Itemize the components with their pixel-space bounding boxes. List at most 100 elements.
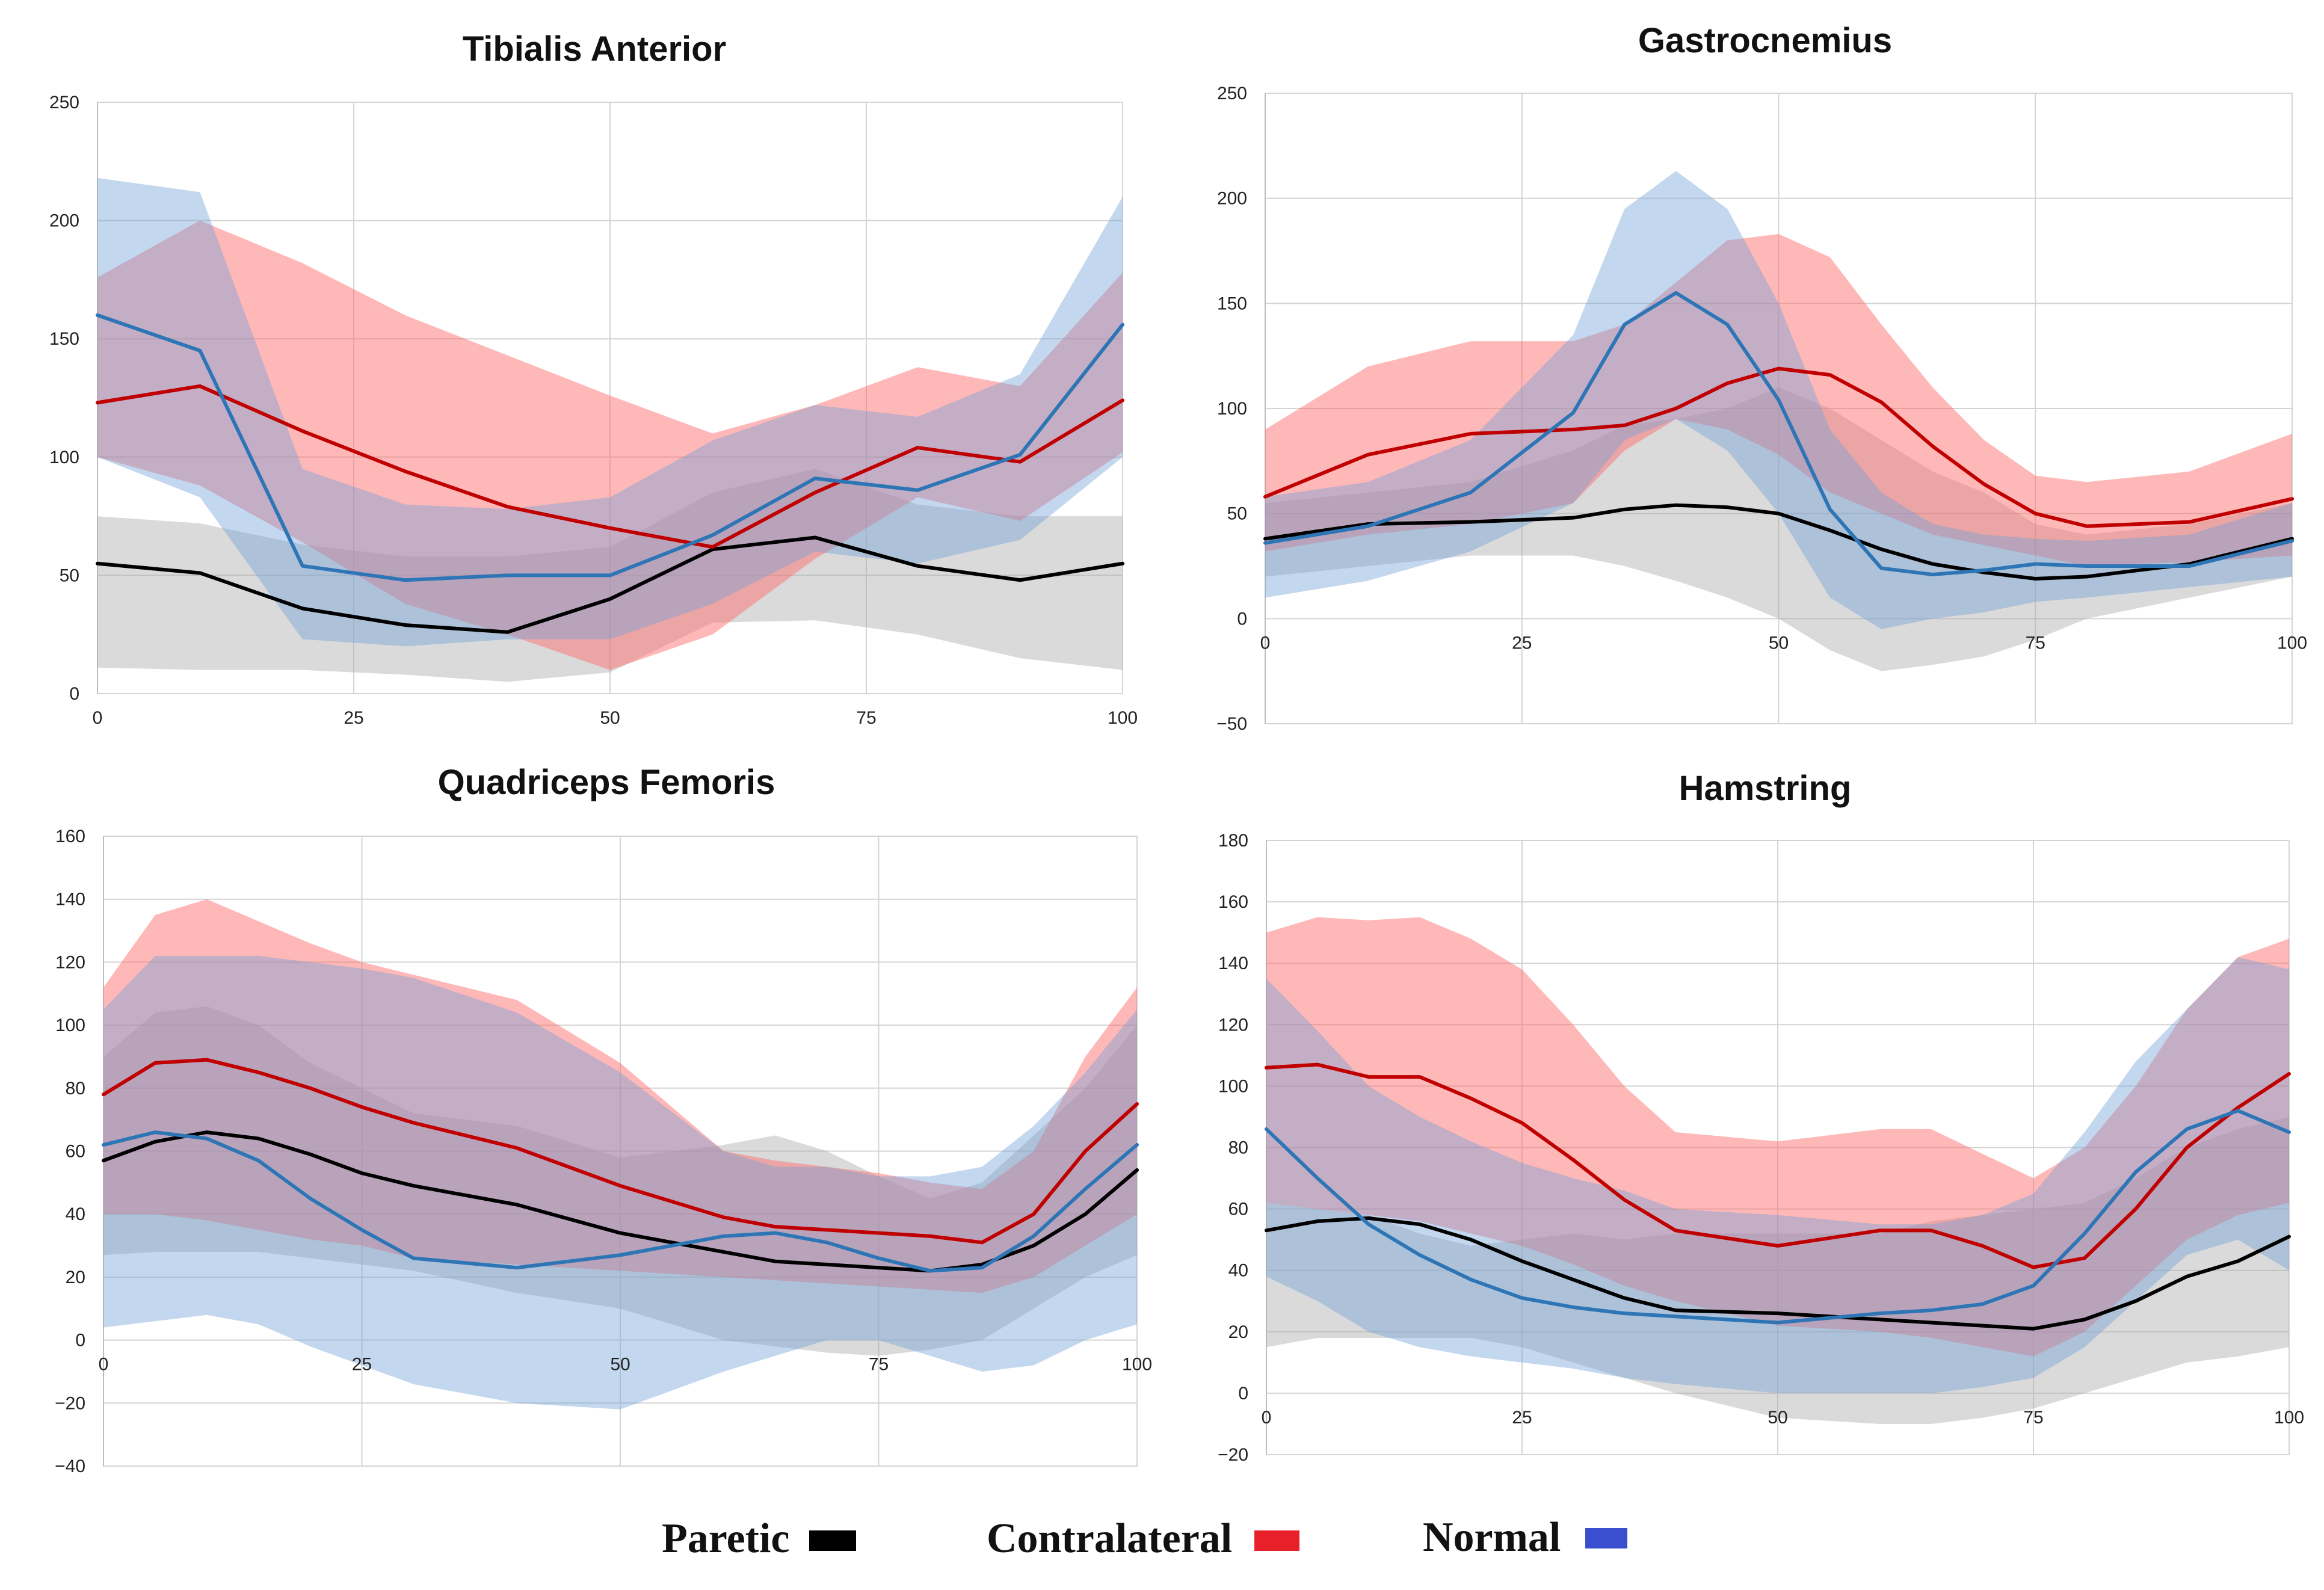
error-bands <box>1265 171 2292 671</box>
y-tick-label: 50 <box>1227 504 1247 524</box>
panel-gastrocnemius: Gastrocnemius −50 0 50 100 150 200 250 0 25 50 75… <box>1216 21 2307 734</box>
x-tick-labels: 0 25 50 75 100 <box>99 1355 1152 1375</box>
legend-swatch-paretic <box>809 1530 856 1551</box>
y-tick-label: 80 <box>66 1079 85 1099</box>
legend-swatch-contralateral <box>1254 1530 1299 1551</box>
line-normal <box>102 1130 1139 1273</box>
x-tick-labels: 0 25 50 75 100 <box>1260 633 2307 653</box>
legend: Paretic Contralateral Normal <box>662 1514 1627 1562</box>
y-tick-label: 100 <box>55 1015 85 1035</box>
y-tick-label: 140 <box>1218 954 1248 973</box>
y-tick-labels: −20 0 20 40 60 80 100 120 140 160 180 <box>1218 831 1248 1465</box>
y-tick-label: −20 <box>1218 1445 1248 1465</box>
chart-title: Quadriceps Femoris <box>438 763 775 802</box>
y-tick-label: 200 <box>1217 189 1247 209</box>
x-tick-label: 50 <box>1768 1408 1787 1428</box>
y-tick-label: 0 <box>1237 609 1247 629</box>
y-tick-label: 20 <box>66 1268 85 1287</box>
legend-swatch-normal <box>1585 1528 1627 1548</box>
line-normal <box>1263 291 2294 576</box>
gridlines <box>103 836 1138 1467</box>
y-tick-label: 150 <box>1217 294 1247 313</box>
mean-lines <box>1265 1062 2291 1331</box>
error-bands <box>103 899 1137 1410</box>
x-tick-label: 100 <box>2277 633 2307 653</box>
x-tick-label: 25 <box>1512 1408 1532 1428</box>
x-tick-label: 50 <box>610 1355 630 1375</box>
x-tick-label: 25 <box>344 708 363 728</box>
band-paretic <box>1265 387 2292 671</box>
y-tick-label: 80 <box>1228 1138 1248 1158</box>
x-tick-label: 75 <box>856 708 876 728</box>
y-tick-label: −20 <box>55 1393 85 1413</box>
line-paretic <box>1265 1216 2291 1331</box>
x-tick-label: 50 <box>600 708 620 728</box>
legend-item-normal: Normal <box>1423 1514 1627 1561</box>
y-tick-label: 40 <box>1228 1261 1248 1281</box>
y-tick-label: 0 <box>69 684 79 704</box>
y-tick-labels: 0 50 100 150 200 250 <box>49 93 79 704</box>
y-tick-label: 40 <box>66 1204 85 1224</box>
x-tick-labels: 0 25 50 75 100 <box>93 708 1138 728</box>
band-contralateral <box>97 220 1123 670</box>
x-tick-label: 75 <box>2023 1408 2043 1428</box>
y-tick-label: 50 <box>60 565 79 585</box>
x-tick-label: 100 <box>2274 1408 2304 1428</box>
x-tick-label: 75 <box>869 1355 889 1375</box>
chart-title: Tibialis Anterior <box>463 29 726 69</box>
panel-hamstring: Hamstring −20 0 20 40 60 80 100 120 140 160 180 0 2… <box>1218 769 2304 1465</box>
y-tick-label: 250 <box>1217 84 1247 103</box>
band-paretic <box>1266 1117 2289 1424</box>
x-tick-labels: 0 25 50 75 100 <box>1262 1408 2304 1428</box>
y-tick-label: 0 <box>1238 1384 1248 1404</box>
y-tick-label: 120 <box>55 952 85 972</box>
panel-quadriceps-femoris: Quadriceps Femoris −40 −20 0 20 40 60 80 100 120… <box>55 763 1152 1476</box>
gridlines <box>1266 840 2290 1455</box>
y-tick-labels: −50 0 50 100 150 200 250 <box>1216 84 1247 734</box>
y-tick-label: 60 <box>1228 1200 1248 1219</box>
x-tick-label: 25 <box>352 1355 372 1375</box>
x-tick-label: 50 <box>1769 633 1789 653</box>
chart-title: Hamstring <box>1679 769 1852 808</box>
y-tick-label: 160 <box>1218 892 1248 912</box>
legend-item-paretic: Paretic <box>662 1515 856 1562</box>
x-tick-label: 100 <box>1122 1355 1152 1375</box>
panel-tibialis-anterior: Tibialis Anterior 0 50 100 150 200 250 0 25 50 7… <box>49 29 1138 728</box>
gridlines <box>97 102 1123 694</box>
band-contralateral <box>103 899 1137 1293</box>
chart-title: Gastrocnemius <box>1638 21 1892 60</box>
band-contralateral <box>1266 917 2289 1357</box>
mean-lines <box>102 1058 1139 1273</box>
y-tick-label: 160 <box>55 827 85 846</box>
mean-lines <box>96 313 1124 634</box>
line-normal <box>96 313 1124 582</box>
y-tick-label: 250 <box>49 93 79 112</box>
line-contralateral <box>1265 1062 2291 1269</box>
legend-label-paretic: Paretic <box>662 1515 789 1562</box>
x-tick-label: 25 <box>1512 633 1532 653</box>
y-tick-label: 100 <box>1217 399 1247 419</box>
y-tick-label: 200 <box>49 211 79 231</box>
x-tick-label: 0 <box>1260 633 1271 653</box>
x-tick-label: 75 <box>2026 633 2045 653</box>
line-paretic <box>1263 503 2294 581</box>
line-contralateral <box>1263 366 2294 528</box>
line-paretic <box>96 535 1124 634</box>
line-contralateral <box>96 384 1124 549</box>
band-normal <box>97 177 1123 647</box>
y-tick-labels: −40 −20 0 20 40 60 80 100 120 140 160 <box>55 827 85 1476</box>
mean-lines <box>1263 291 2294 581</box>
y-tick-label: −50 <box>1216 714 1247 734</box>
y-tick-label: 100 <box>1218 1076 1248 1096</box>
legend-label-contralateral: Contralateral <box>987 1515 1232 1562</box>
x-tick-label: 0 <box>1262 1408 1272 1428</box>
x-tick-label: 0 <box>99 1355 109 1375</box>
y-tick-label: 60 <box>66 1142 85 1162</box>
y-tick-label: 0 <box>75 1331 85 1351</box>
line-normal <box>1265 1109 2291 1325</box>
y-tick-label: 150 <box>49 329 79 349</box>
y-tick-label: 100 <box>49 448 79 467</box>
x-tick-label: 0 <box>93 708 103 728</box>
band-normal <box>103 955 1137 1410</box>
